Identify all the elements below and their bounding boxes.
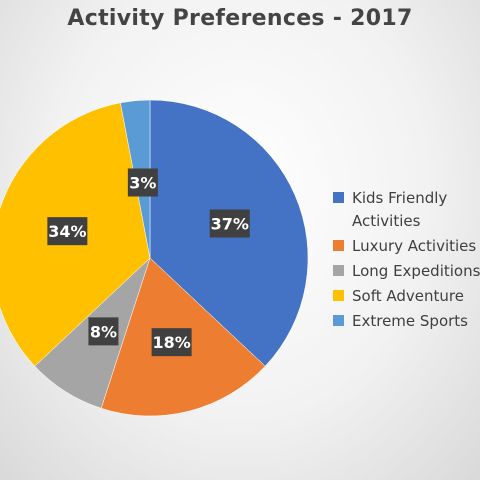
legend-swatch	[333, 315, 344, 326]
data-label-text: 8%	[90, 322, 117, 341]
data-label-text: 37%	[211, 214, 249, 233]
data-label: 8%	[88, 317, 119, 346]
legend-label: Luxury Activities	[352, 237, 477, 255]
legend-swatch	[333, 240, 344, 251]
data-label: 37%	[209, 209, 250, 238]
data-label: 34%	[47, 217, 88, 246]
data-label-box	[47, 217, 88, 246]
legend-label: Soft Adventure	[352, 287, 464, 305]
data-label-box	[127, 168, 158, 197]
data-label: 3%	[127, 168, 158, 197]
legend-swatch	[333, 192, 344, 203]
data-label-box	[209, 209, 250, 238]
legend-label: Long Expeditions	[352, 262, 480, 280]
data-label-box	[88, 317, 119, 346]
data-label-text: 18%	[152, 333, 190, 352]
legend-item: Extreme Sports	[333, 310, 480, 333]
data-label-text: 3%	[129, 173, 156, 192]
data-label-text: 34%	[48, 222, 86, 241]
legend-item: Luxury Activities	[333, 235, 480, 258]
legend-label: Kids Friendly Activities	[352, 189, 448, 230]
legend-item: Soft Adventure	[333, 285, 480, 308]
legend-item: Kids Friendly Activities	[333, 187, 480, 233]
legend-swatch	[333, 290, 344, 301]
legend: Kids Friendly Activities Luxury Activitie…	[333, 187, 480, 335]
chart-title: Activity Preferences - 2017	[67, 6, 413, 31]
data-label-box	[151, 328, 192, 357]
legend-item: Long Expeditions	[333, 260, 480, 283]
data-label: 18%	[151, 328, 192, 357]
legend-label: Extreme Sports	[352, 312, 468, 330]
legend-swatch	[333, 265, 344, 276]
